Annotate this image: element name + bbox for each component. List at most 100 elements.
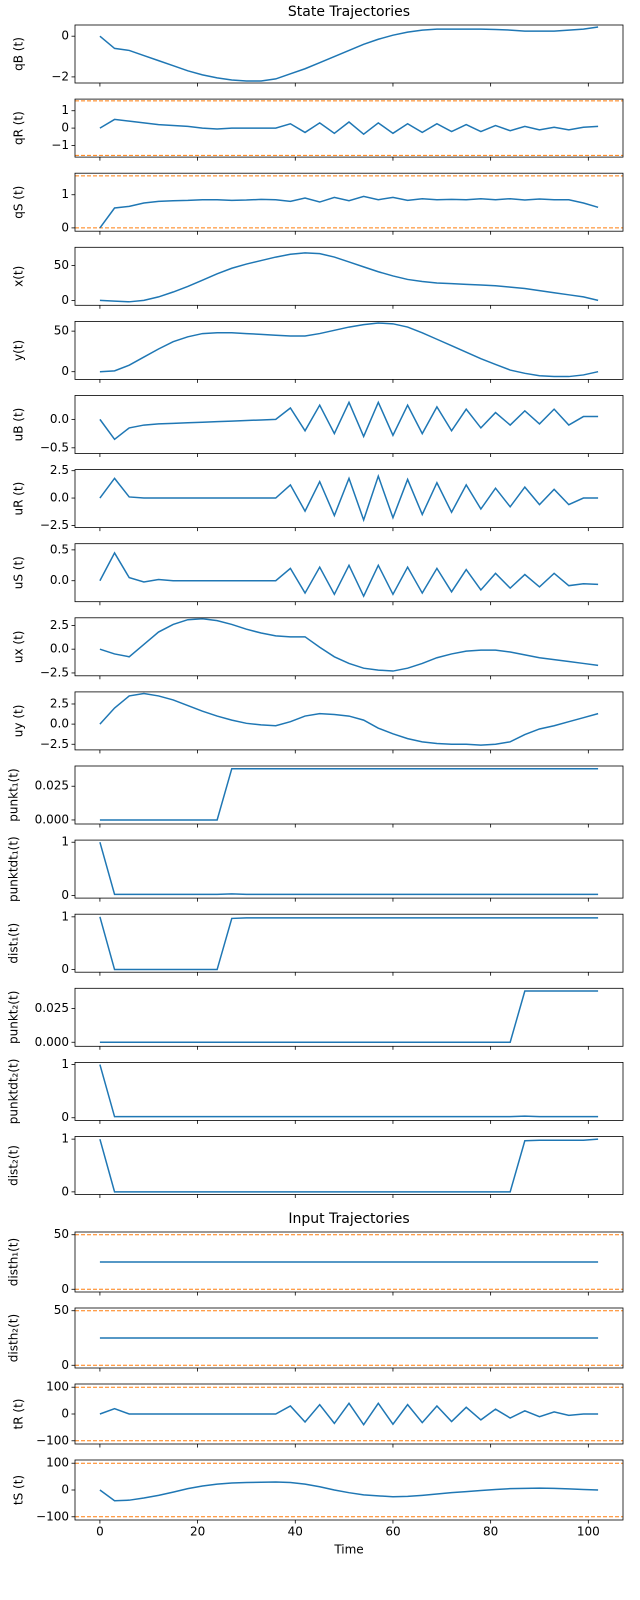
y-tick-label: 0 xyxy=(61,1483,69,1497)
data-line xyxy=(99,252,599,303)
y-axis-label: tR (t) xyxy=(12,1399,26,1430)
y-tick-label: −2.5 xyxy=(40,518,69,532)
x-tick-label: 20 xyxy=(190,1525,205,1539)
y-tick-label: 1 xyxy=(61,187,69,201)
data-line xyxy=(99,1064,599,1118)
y-tick-label: 0.0 xyxy=(50,573,69,587)
y-tick-label: −0.5 xyxy=(40,440,69,454)
axes-frame xyxy=(74,172,624,232)
axes-frame xyxy=(74,1231,624,1293)
data-line xyxy=(99,195,599,229)
subplot-title: State Trajectories xyxy=(288,4,410,20)
y-tick-label: 50 xyxy=(54,258,69,272)
y-axis-label: qR (t) xyxy=(12,111,26,145)
y-tick-label: 0.025 xyxy=(35,1001,69,1015)
y-axis-label: x(t) xyxy=(12,266,26,287)
y-tick-label: −1 xyxy=(51,138,69,152)
y-tick-label: 0 xyxy=(61,220,69,234)
y-tick-label: 100 xyxy=(46,1380,69,1394)
axes-frame xyxy=(74,98,624,158)
y-tick-label: 0 xyxy=(61,888,69,902)
y-tick-label: 0 xyxy=(61,962,69,976)
data-line xyxy=(99,692,599,746)
x-tick-label: 60 xyxy=(385,1525,400,1539)
y-tick-label: 0.5 xyxy=(50,542,69,556)
axes-frame xyxy=(74,320,624,380)
y-tick-label: 0.0 xyxy=(50,717,69,731)
y-tick-label: 0 xyxy=(61,29,69,43)
x-tick-label: 40 xyxy=(288,1525,303,1539)
y-tick-label: 2.5 xyxy=(50,618,69,632)
y-axis-label: punkt₂(t) xyxy=(7,991,21,1044)
y-tick-label: 0 xyxy=(61,1110,69,1124)
y-axis-label: dist₂(t) xyxy=(7,1145,21,1186)
axes-frame xyxy=(74,691,624,751)
y-tick-label: 0 xyxy=(61,364,69,378)
y-tick-label: −2 xyxy=(51,69,69,83)
axes-frame xyxy=(74,987,624,1047)
data-line xyxy=(99,400,599,441)
y-axis-label: uy (t) xyxy=(12,705,26,738)
data-line xyxy=(99,617,599,672)
y-tick-label: 0 xyxy=(61,1184,69,1198)
x-tick-label: 80 xyxy=(483,1525,498,1539)
y-tick-label: 0.0 xyxy=(50,642,69,656)
y-tick-label: 100 xyxy=(46,1456,69,1470)
y-tick-label: 0 xyxy=(61,1358,69,1372)
x-tick-label: 100 xyxy=(577,1525,600,1539)
axes-frame xyxy=(74,1136,624,1195)
y-tick-label: −2.5 xyxy=(40,665,69,679)
x-tick-label: 0 xyxy=(96,1525,104,1539)
data-line xyxy=(99,551,599,598)
y-tick-label: 0.000 xyxy=(35,1035,69,1049)
subplot-title: Input Trajectories xyxy=(288,1211,409,1227)
axes-frame xyxy=(74,543,624,603)
y-tick-label: 1 xyxy=(61,1132,69,1146)
axes-frame xyxy=(74,765,624,825)
y-axis-label: dist₁(t) xyxy=(7,923,21,964)
y-tick-label: 1 xyxy=(61,835,69,849)
y-axis-label: qS (t) xyxy=(12,186,26,219)
y-axis-label: disth₂(t) xyxy=(7,1314,21,1362)
data-line xyxy=(99,842,599,896)
y-tick-label: 50 xyxy=(54,324,69,338)
y-tick-label: 0 xyxy=(61,293,69,307)
y-tick-label: 50 xyxy=(54,1303,69,1317)
y-tick-label: 0 xyxy=(61,1407,69,1421)
data-line xyxy=(99,1401,599,1427)
y-tick-label: 0 xyxy=(61,1282,69,1296)
axes-frame xyxy=(74,1307,624,1369)
axes-frame xyxy=(74,839,624,899)
y-tick-label: −2.5 xyxy=(40,737,69,751)
data-line xyxy=(99,26,599,82)
y-tick-label: −100 xyxy=(36,1509,69,1523)
y-axis-label: uB (t) xyxy=(12,408,26,442)
y-tick-label: 1 xyxy=(61,909,69,923)
y-axis-label: punktdt₂(t) xyxy=(7,1059,21,1125)
y-axis-label: uS (t) xyxy=(12,556,26,589)
y-axis-label: punktdt₁(t) xyxy=(7,836,21,902)
data-line xyxy=(99,1481,599,1502)
axes-frame xyxy=(74,617,624,677)
y-axis-label: ux (t) xyxy=(12,631,26,664)
y-axis-label: punkt₁(t) xyxy=(7,768,21,821)
data-line xyxy=(99,1138,599,1193)
y-tick-label: 2.5 xyxy=(50,463,69,477)
y-tick-label: −100 xyxy=(36,1433,69,1447)
y-tick-label: 0.000 xyxy=(35,812,69,826)
data-line xyxy=(99,990,599,1043)
y-tick-label: 0.0 xyxy=(50,491,69,505)
axes-frame xyxy=(74,1459,624,1521)
axes-frame xyxy=(74,469,624,529)
data-line xyxy=(99,322,599,378)
data-line xyxy=(99,767,599,821)
y-tick-label: 1 xyxy=(61,1057,69,1071)
y-tick-label: 0.0 xyxy=(50,412,69,426)
y-axis-label: uR (t) xyxy=(12,482,26,516)
y-tick-label: 0.025 xyxy=(35,779,69,793)
data-line xyxy=(99,473,599,523)
axes-frame xyxy=(74,1062,624,1121)
axes-frame xyxy=(74,913,624,973)
